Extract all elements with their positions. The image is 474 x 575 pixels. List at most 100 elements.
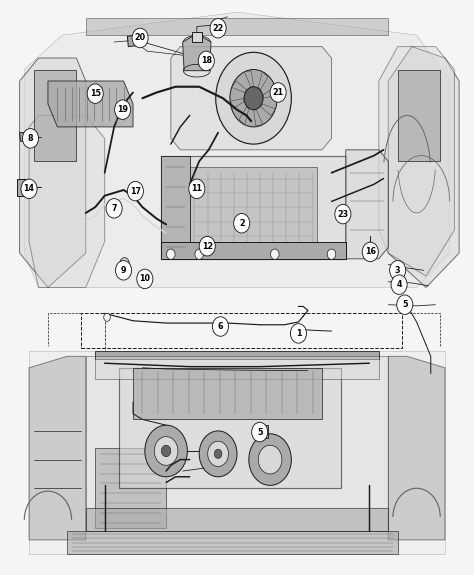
Polygon shape	[192, 32, 201, 42]
Polygon shape	[95, 448, 166, 528]
Circle shape	[256, 427, 265, 437]
Text: 9: 9	[121, 266, 127, 275]
Circle shape	[234, 213, 250, 233]
Circle shape	[335, 204, 351, 224]
Circle shape	[128, 181, 144, 201]
Circle shape	[214, 449, 222, 458]
Circle shape	[397, 295, 413, 315]
Circle shape	[216, 52, 292, 144]
Text: 7: 7	[111, 204, 117, 213]
Polygon shape	[29, 356, 86, 540]
Circle shape	[195, 249, 203, 259]
Circle shape	[210, 18, 226, 38]
Polygon shape	[118, 104, 128, 116]
Circle shape	[212, 317, 228, 336]
Circle shape	[199, 236, 215, 256]
Polygon shape	[119, 368, 341, 488]
Text: 5: 5	[402, 300, 408, 309]
Circle shape	[391, 275, 407, 294]
Polygon shape	[48, 81, 133, 127]
Polygon shape	[388, 356, 445, 540]
Circle shape	[252, 422, 268, 442]
Polygon shape	[244, 71, 254, 87]
Polygon shape	[254, 425, 268, 438]
Text: 22: 22	[212, 24, 224, 33]
Circle shape	[166, 249, 175, 259]
Bar	[81, 313, 402, 348]
Polygon shape	[29, 351, 445, 554]
Polygon shape	[95, 351, 379, 359]
Polygon shape	[182, 34, 211, 71]
Text: 20: 20	[135, 33, 146, 43]
Polygon shape	[258, 72, 268, 90]
Circle shape	[270, 83, 286, 102]
Circle shape	[291, 324, 307, 343]
Text: 4: 4	[396, 280, 402, 289]
Polygon shape	[388, 47, 459, 288]
Text: 8: 8	[27, 134, 33, 143]
Polygon shape	[231, 98, 244, 109]
Circle shape	[87, 84, 103, 103]
Polygon shape	[86, 508, 388, 531]
Circle shape	[208, 441, 228, 466]
Circle shape	[249, 434, 292, 485]
Text: 10: 10	[139, 274, 150, 283]
Text: 11: 11	[191, 185, 202, 193]
Circle shape	[244, 87, 263, 110]
Circle shape	[298, 327, 304, 335]
Circle shape	[367, 242, 373, 249]
Polygon shape	[239, 106, 249, 125]
Text: 18: 18	[201, 56, 212, 66]
Text: 12: 12	[201, 242, 213, 251]
Polygon shape	[95, 356, 379, 380]
Polygon shape	[86, 18, 388, 35]
Polygon shape	[128, 35, 139, 47]
Text: 2: 2	[239, 218, 245, 228]
Circle shape	[161, 445, 171, 457]
Circle shape	[362, 242, 378, 262]
Circle shape	[118, 104, 128, 116]
Circle shape	[132, 28, 148, 48]
Circle shape	[145, 425, 187, 477]
Circle shape	[116, 260, 132, 280]
Polygon shape	[24, 12, 450, 288]
Text: 5: 5	[257, 428, 263, 436]
Polygon shape	[133, 368, 322, 419]
Polygon shape	[171, 47, 331, 150]
Circle shape	[189, 179, 205, 198]
Polygon shape	[263, 87, 276, 98]
Polygon shape	[232, 81, 247, 93]
Circle shape	[230, 70, 277, 127]
Polygon shape	[67, 531, 398, 554]
Polygon shape	[260, 104, 275, 116]
Polygon shape	[254, 110, 263, 125]
Polygon shape	[161, 242, 346, 259]
Circle shape	[115, 100, 131, 120]
Circle shape	[327, 249, 336, 259]
Polygon shape	[19, 58, 86, 288]
Polygon shape	[19, 133, 29, 141]
Polygon shape	[161, 156, 346, 259]
Polygon shape	[398, 70, 440, 162]
Circle shape	[21, 179, 37, 198]
Text: 21: 21	[273, 88, 283, 97]
Polygon shape	[17, 178, 29, 196]
Text: 16: 16	[365, 247, 376, 256]
Polygon shape	[161, 156, 190, 259]
Polygon shape	[379, 47, 455, 276]
Circle shape	[106, 198, 122, 218]
Polygon shape	[346, 150, 388, 259]
Text: 14: 14	[24, 185, 35, 193]
Text: 23: 23	[337, 209, 348, 218]
Circle shape	[155, 436, 178, 465]
Polygon shape	[190, 167, 318, 247]
Text: 19: 19	[117, 105, 128, 114]
Circle shape	[137, 269, 153, 289]
Polygon shape	[86, 356, 388, 531]
Circle shape	[120, 258, 129, 269]
Polygon shape	[34, 70, 76, 162]
Text: 17: 17	[130, 187, 141, 196]
Text: 6: 6	[218, 322, 223, 331]
Text: 3: 3	[395, 266, 401, 275]
Circle shape	[198, 51, 214, 71]
